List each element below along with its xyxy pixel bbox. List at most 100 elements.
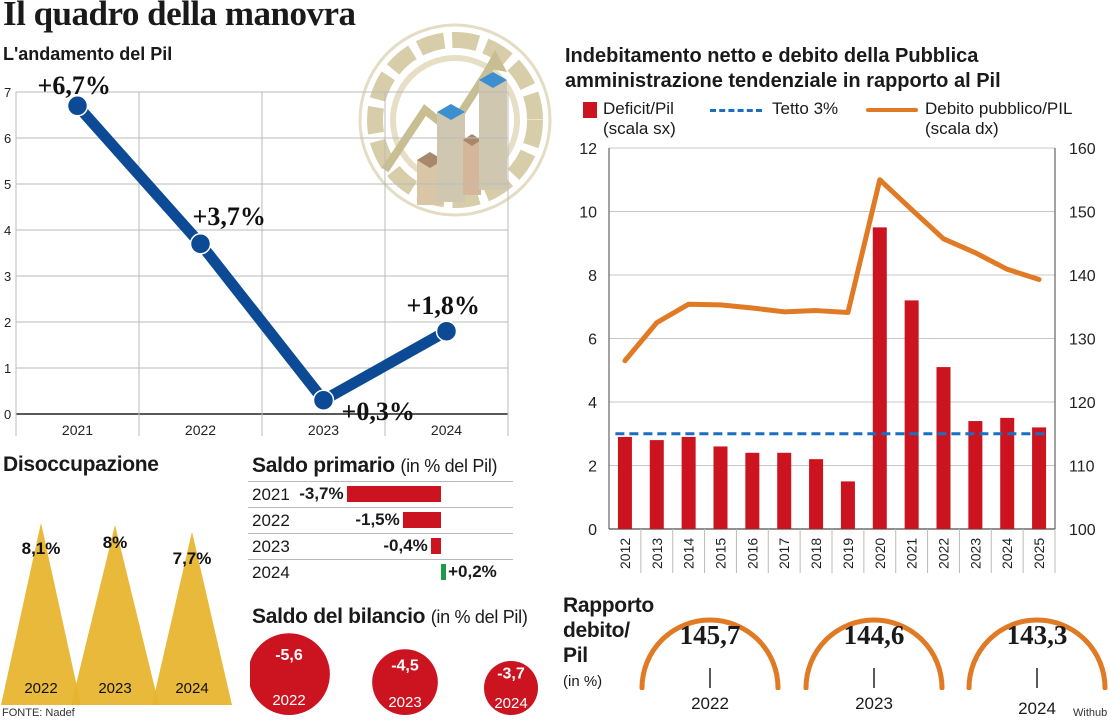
saldo-primario-value: -0,4%	[383, 536, 428, 555]
rapporto-gauge	[966, 617, 1108, 690]
ind-left-tick: 2	[588, 459, 597, 476]
legend-deficit-swatch	[583, 102, 597, 118]
ind-xtick-label: 2013	[649, 538, 665, 569]
rapporto-value-label: 144,6	[843, 620, 905, 650]
saldo-primario-title: Saldo primario	[252, 454, 395, 477]
rapporto-title-3: Pil	[563, 644, 588, 667]
rapporto-value-label: 143,3	[1006, 620, 1068, 650]
ind-xtick-label: 2017	[776, 538, 792, 569]
pil-point	[312, 389, 335, 411]
indebitamento-chart: 0 2 4 6 8 10 12 100 110 120 130 140 150 160 2012 2013 20…	[579, 141, 1096, 573]
ind-deficit-bar	[713, 446, 728, 529]
ind-left-tick: 0	[588, 522, 597, 539]
saldo-primario-value: -3,7%	[299, 484, 344, 503]
pil-ytick-label: 5	[4, 177, 11, 192]
saldo-primario-heading: Saldo primario (in % del Pil)	[252, 454, 498, 478]
ind-xtick-label: 2012	[617, 538, 633, 569]
saldo-bilancio-bubble	[483, 660, 539, 715]
ind-left-tick: 6	[588, 332, 597, 349]
rapporto-gauge-arc	[639, 617, 781, 690]
pil-ytick-label: 6	[4, 131, 11, 146]
pil-ytick-label: 2	[4, 315, 11, 330]
ind-left-tick: 8	[588, 268, 597, 285]
pil-xtick-label: 2024	[431, 422, 462, 438]
saldo-primario-row: 2024 +0,2%	[248, 559, 513, 586]
saldo-primario-unit: (in % del Pil)	[400, 456, 498, 476]
pil-xtick-label: 2021	[62, 422, 93, 438]
ind-left-tick: 4	[588, 395, 597, 412]
disoccupazione-title: Disoccupazione	[3, 453, 159, 476]
ind-deficit-bar	[745, 452, 760, 529]
pil-ytick-label: 3	[4, 269, 11, 284]
ind-deficit-bar	[681, 436, 696, 529]
ind-right-tick: 100	[1069, 522, 1096, 539]
saldo-bilancio-value-label: -4,5	[391, 658, 419, 675]
ind-xtick-label: 2023	[967, 538, 983, 569]
ind-deficit-bar	[840, 481, 855, 529]
disoccupazione-year-label: 2024	[175, 680, 208, 697]
ind-deficit-bar	[968, 421, 983, 529]
saldo-bilancio-chart: -5,6 2022 -4,5 2023 -3,7 2024	[250, 633, 539, 715]
ind-xtick-label: 2024	[999, 538, 1015, 569]
ind-xtick-label: 2014	[681, 538, 697, 569]
pil-ytick-label: 4	[4, 223, 11, 238]
rapporto-year-label: 2024	[1018, 699, 1056, 718]
pil-point-label: +1,8%	[407, 291, 480, 320]
disoccupazione-triangle	[1, 522, 81, 705]
page-title: Il quadro della manovra	[3, 0, 356, 33]
pil-xtick-label: 2022	[185, 422, 216, 438]
pil-series-line	[72, 100, 452, 406]
ind-deficit-bar	[1000, 417, 1015, 529]
pil-point	[66, 95, 89, 117]
rapporto-gauge-arc	[803, 617, 945, 690]
saldo-primario-row: 2022 -1,5%	[248, 507, 513, 534]
ind-xtick-label: 2018	[808, 538, 824, 569]
ind-right-tick: 140	[1069, 268, 1096, 285]
saldo-bilancio-year-label: 2023	[388, 694, 421, 711]
ind-deficit-bar	[649, 440, 664, 529]
disoccupazione-year-label: 2023	[98, 680, 131, 697]
ind-deficit-bar	[809, 459, 824, 529]
ind-left-tick: 10	[579, 205, 597, 222]
saldo-primario-row: 2023 -0,4%	[248, 533, 513, 560]
ind-xtick-label: 2025	[1031, 538, 1047, 569]
ind-debito-line	[622, 177, 1042, 364]
pil-ytick-label: 7	[4, 85, 11, 100]
indebitamento-title-1: Indebitamento netto e debito della Pubbl…	[565, 45, 979, 67]
saldo-primario-year: 2021	[252, 485, 290, 504]
saldo-primario-bar	[441, 564, 447, 580]
pil-point-label: +3,7%	[193, 202, 266, 231]
disoccupazione-value-label: 8,1%	[22, 539, 61, 558]
saldo-primario-value: -1,5%	[355, 510, 400, 529]
pil-xtick-label: 2023	[308, 422, 339, 438]
disoccupazione-value-label: 8%	[103, 533, 128, 552]
ind-right-tick: 160	[1069, 141, 1096, 158]
saldo-primario-bar	[430, 538, 441, 554]
ind-left-tick: 12	[579, 141, 597, 158]
rapporto-title-2: debito/	[563, 619, 630, 642]
ind-xtick-label: 2016	[744, 538, 760, 569]
source-note: FONTE: Nadef	[2, 707, 75, 719]
legend-debito-swatch	[866, 108, 918, 112]
rapporto-gauge	[639, 617, 781, 690]
saldo-bilancio-value-label: -5,6	[275, 647, 303, 664]
pil-point	[189, 233, 212, 255]
legend-tetto-swatch	[710, 109, 762, 112]
rapporto-value-label: 145,7	[679, 620, 741, 650]
rapporto-gauge	[803, 617, 945, 690]
ind-deficit-bar	[872, 227, 887, 529]
pil-subtitle: L'andamento del Pil	[3, 44, 173, 64]
disoccupazione-year-label: 2022	[24, 680, 57, 697]
legend-deficit-scale: (scala sx)	[603, 119, 676, 138]
ind-deficit-bar	[904, 300, 919, 529]
saldo-primario-year: 2024	[252, 563, 290, 582]
pil-point-label: +6,7%	[38, 71, 111, 100]
disoccupazione-triangle	[152, 531, 232, 705]
ind-deficit-bar	[617, 436, 632, 529]
saldo-bilancio-value-label: -3,7	[497, 666, 525, 683]
ind-xtick-label: 2015	[713, 538, 729, 569]
saldo-primario-row: 2021 -3,7%	[248, 481, 513, 508]
disoccupazione-triangle	[71, 525, 159, 705]
ind-xtick-label: 2019	[840, 538, 856, 569]
ind-deficit-bar	[777, 452, 792, 529]
